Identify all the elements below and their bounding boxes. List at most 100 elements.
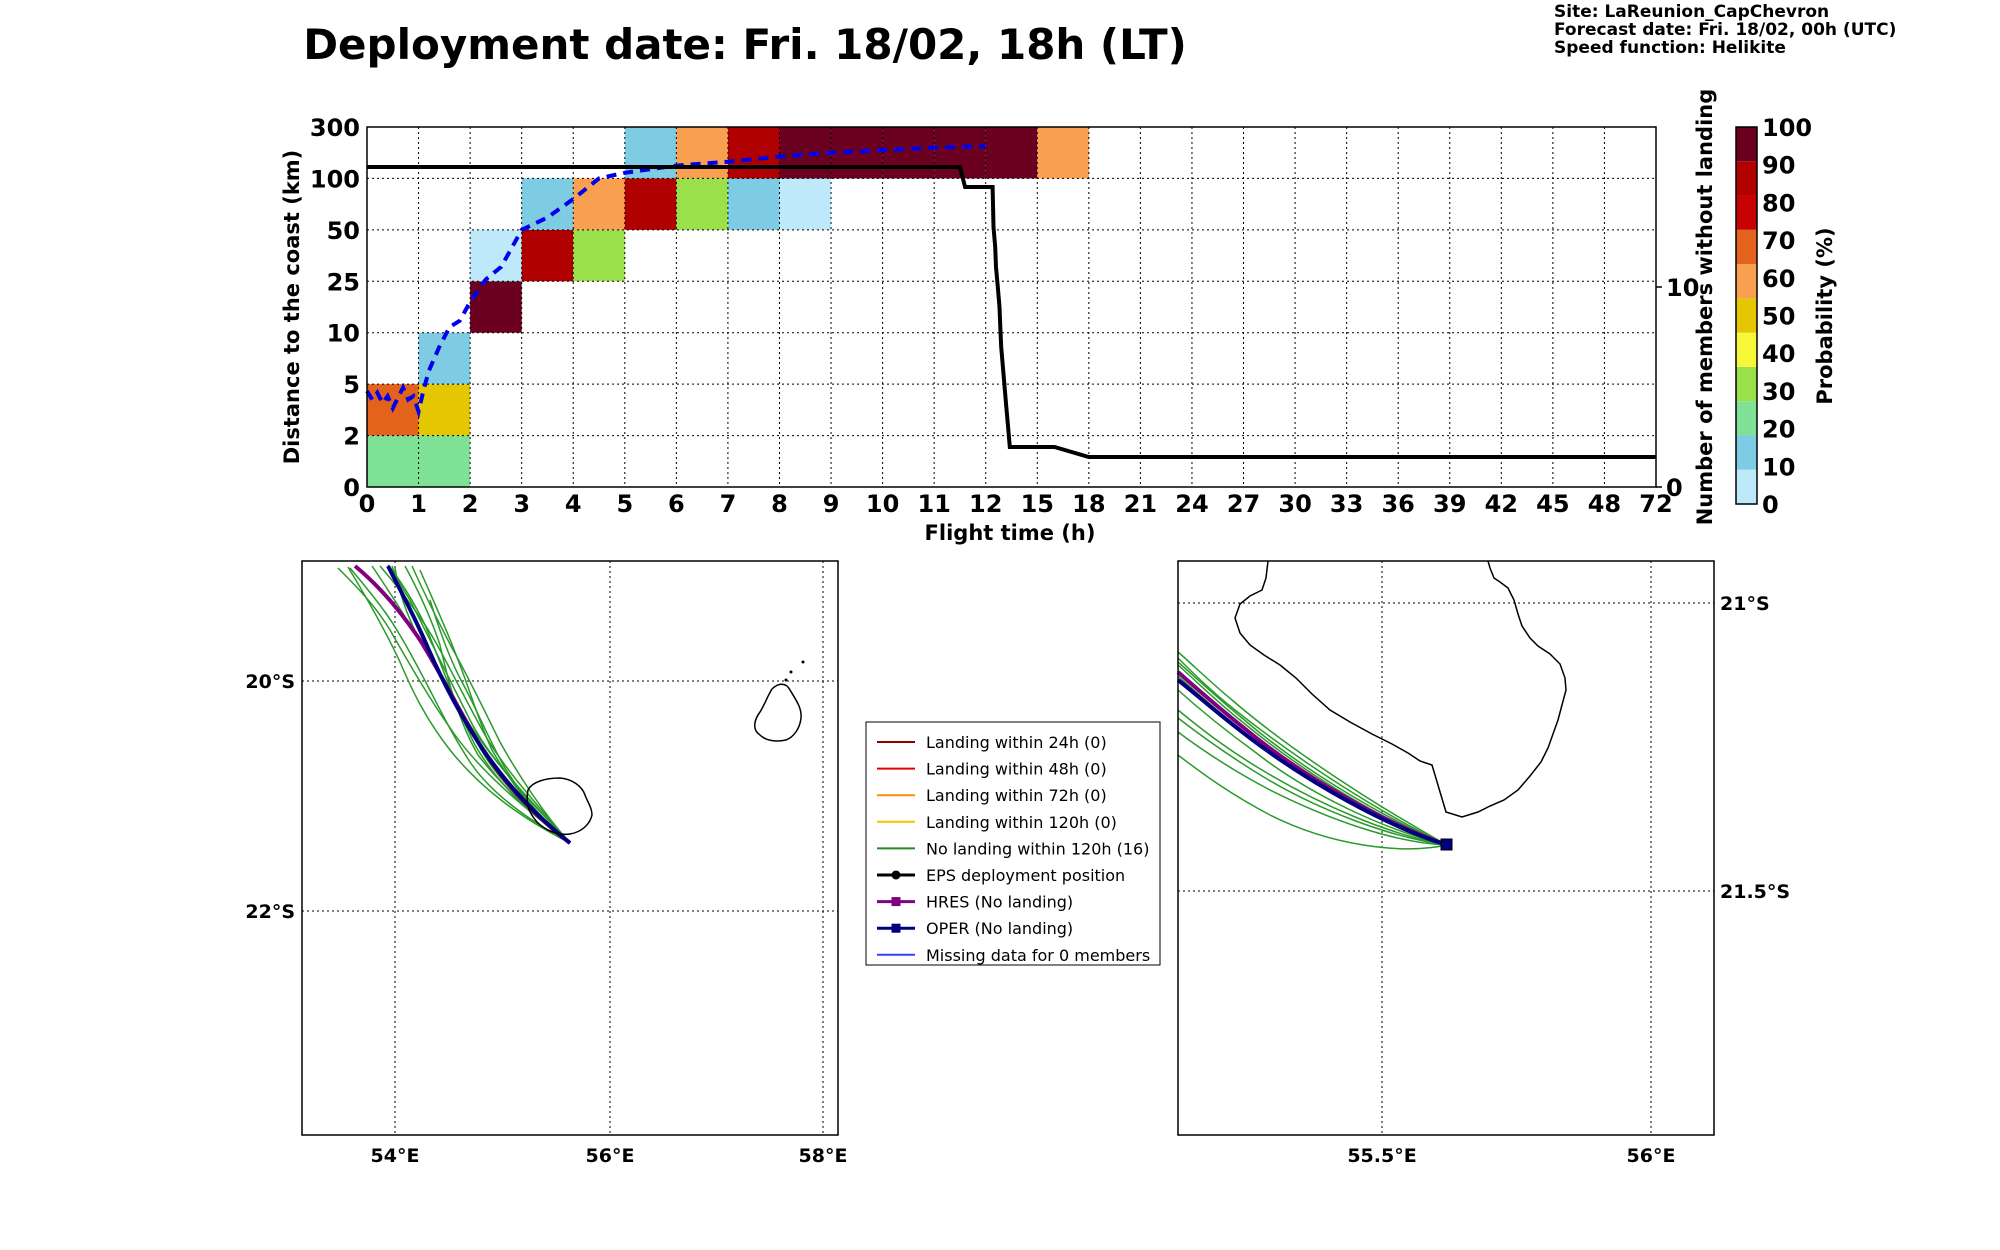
x-tick-label: 15 [1021,490,1054,518]
trajectory-line [1177,717,1448,846]
x-tick-label: 45 [1536,490,1569,518]
x-tick-label: 30 [1278,490,1311,518]
left-map-lon-tick-56e: 56°E [586,1145,635,1167]
trajectory-line [337,567,571,844]
heatmap-cells [367,127,1089,487]
heatmap-cell [573,178,625,230]
colorbar-segment [1736,195,1757,230]
heatmap-cell [521,229,574,282]
legend-item: Landing within 72h (0) [877,786,1107,805]
trajectory-line [1177,709,1448,846]
legend-label: Landing within 72h (0) [926,786,1107,805]
x-tick-label: 1 [410,490,427,518]
heatmap-x-ticks: 0 1 2 3 4 5 6 7 8 9 10 11 12 15 18 21 24 27 30 33 36 39 42 45 48… [359,490,1673,518]
y-tick-label: 5 [343,371,360,399]
heatmap-cell [470,281,522,333]
colorbar-segment [1736,332,1757,367]
heatmap-cell [779,127,832,179]
colorbar-segment [1736,161,1757,196]
x-tick-label: 2 [462,490,479,518]
left-map-lat-tick-20s: 20°S [245,671,295,693]
ensemble-trajectories-zoom [1177,651,1448,850]
legend-items: Landing within 24h (0) Landing within 48h… [877,733,1150,965]
figure-title: Deployment date: Fri. 18/02, 18h (LT) [303,20,1187,69]
legend-label: Missing data for 0 members [926,946,1150,965]
heatmap-cell [624,178,677,230]
members-without-landing-line [367,165,1656,459]
oper-trajectory [386,565,572,845]
trajectory-line [404,565,571,844]
forecast-date-label: Forecast date: Fri. 18/02, 00h (UTC) [1554,20,1896,40]
speed-function-label: Speed function: Helikite [1554,38,1786,58]
reunion-island-coastline [526,777,593,836]
x-tick-label: 12 [969,490,1002,518]
x-tick-label: 48 [1588,490,1621,518]
colorbar-tick-label: 40 [1762,340,1795,368]
left-map-lat-tick-22s: 22°S [245,901,295,923]
trajectory-line [1177,754,1448,850]
y-tick-label: 0 [343,474,360,502]
heatmap-cell [676,178,728,230]
colorbar-segment [1736,298,1757,333]
legend-item: EPS deployment position [877,866,1125,885]
y-tick-label: 300 [310,114,360,142]
legend: Landing within 24h (0) Landing within 48h… [865,721,1161,966]
legend-frame [865,721,1161,966]
heatmap-cell [676,127,728,179]
colorbar-tick-label: 0 [1762,491,1779,519]
colorbar-segment [1736,127,1757,162]
legend-label: No landing within 120h (16) [926,839,1149,858]
x-tick-label: 7 [720,490,737,518]
x-tick-label: 0 [359,490,376,518]
x-tick-label: 3 [513,490,530,518]
colorbar-segment [1736,264,1757,299]
trajectory-line [349,567,571,844]
x-axis-label: Flight time (h) [925,521,1096,545]
heatmap-cell [882,127,935,179]
colorbar-label: Probability (%) [1813,227,1837,404]
x-tick-label: 8 [771,490,788,518]
y-tick-label: 50 [327,217,360,245]
y-tick-label: 100 [310,165,360,193]
left-map: 54°E 56°E 58°E 20°S 22°S [245,560,847,1167]
colorbar-segment [1736,229,1757,265]
x-tick-label: 36 [1381,490,1414,518]
heatmap-y2-ticks: 0 10 [1656,274,1699,502]
x-tick-label: 6 [668,490,685,518]
left-map-lon-tick-54e: 54°E [371,1145,420,1167]
legend-item: Landing within 120h (0) [877,813,1117,832]
x-tick-label: 5 [616,490,633,518]
y-tick-label: 25 [327,268,360,296]
colorbar-tick-label: 10 [1762,453,1795,481]
x-tick-label: 27 [1227,490,1260,518]
legend-item: Missing data for 0 members [877,946,1150,965]
x-tick-label: 9 [823,490,840,518]
x-tick-label: 39 [1433,490,1466,518]
trajectory-line [1177,689,1448,846]
trajectory-line [387,564,571,844]
colorbar-segment [1736,435,1757,470]
colorbar-segment [1736,366,1757,402]
legend-item: Landing within 48h (0) [877,760,1107,779]
heatmap-cell [367,435,419,487]
heatmap-cell [573,229,625,282]
legend-label: Landing within 48h (0) [926,760,1107,779]
trajectory-line [419,569,571,844]
legend-marker [891,923,901,933]
trajectory-line [1177,664,1448,846]
legend-item: HRES (No landing) [877,893,1073,912]
colorbar-tick-label: 100 [1762,114,1812,142]
legend-label: HRES (No landing) [926,893,1073,912]
x-tick-label: 72 [1639,490,1672,518]
oper-trajectory-zoom [1176,678,1448,847]
colorbar-frame [1735,126,1758,505]
right-map-lon-tick-56e: 56°E [1627,1145,1676,1167]
heatmap-cell [727,178,780,230]
legend-label: Landing within 120h (0) [926,813,1117,832]
x-tick-label: 33 [1330,490,1363,518]
colorbar-tick-label: 50 [1762,303,1795,331]
site-label: Site: LaReunion_CapChevron [1554,2,1829,22]
legend-item: OPER (No landing) [877,919,1073,938]
